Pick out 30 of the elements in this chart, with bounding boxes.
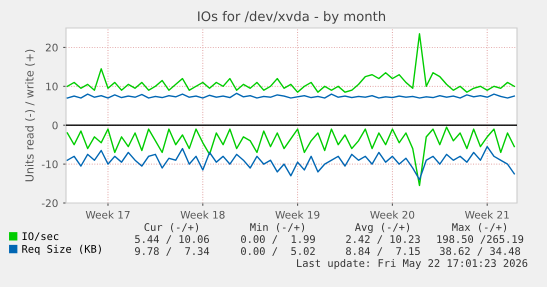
y-axis-title: Units read (-) / write (+) (25, 50, 35, 182)
x-tick-label: Week 21 (465, 210, 509, 219)
text: Min (-/+) (250, 222, 304, 232)
chart-title: IOs for /dev/xvda - by month (198, 11, 386, 24)
text: Max (-/+) (452, 223, 506, 232)
legend-label: Req Size (KB) (22, 244, 101, 255)
line-series (66, 33, 515, 93)
x-tick-label: Week 17 (86, 210, 130, 219)
y-tick-label: -10 (42, 160, 58, 168)
text: 0.00 / 1.99 (241, 235, 315, 244)
x-tick-label: Week 19 (275, 210, 320, 219)
y-tick-label: 10 (46, 82, 58, 90)
text: 38.62 / 34.48 (440, 247, 520, 256)
x-tick-label: Week 18 (180, 210, 225, 219)
x-tick-label: Week 20 (370, 210, 414, 219)
text: Last update: Fri May 22 17:01:23 2026 (297, 258, 528, 270)
text: 2.42 / 10.23 (346, 235, 420, 244)
y-tick-label: 20 (46, 44, 58, 52)
text: 8.84 / 7.15 (346, 247, 420, 256)
text: 9.78 / 7.34 (135, 247, 210, 256)
y-tick-label: -20 (42, 199, 58, 208)
line-series (66, 126, 515, 186)
text: 5.44 / 10.06 (135, 235, 209, 244)
legend-label: IO/sec (22, 232, 58, 241)
text: 0.00 / 5.02 (241, 247, 315, 256)
text: Cur (-/+) (144, 223, 198, 232)
text: Avg (-/+) (354, 222, 410, 234)
y-tick-label: 0 (52, 121, 58, 130)
text: 198.50 /265.19 (437, 235, 524, 244)
line-series (66, 146, 515, 180)
